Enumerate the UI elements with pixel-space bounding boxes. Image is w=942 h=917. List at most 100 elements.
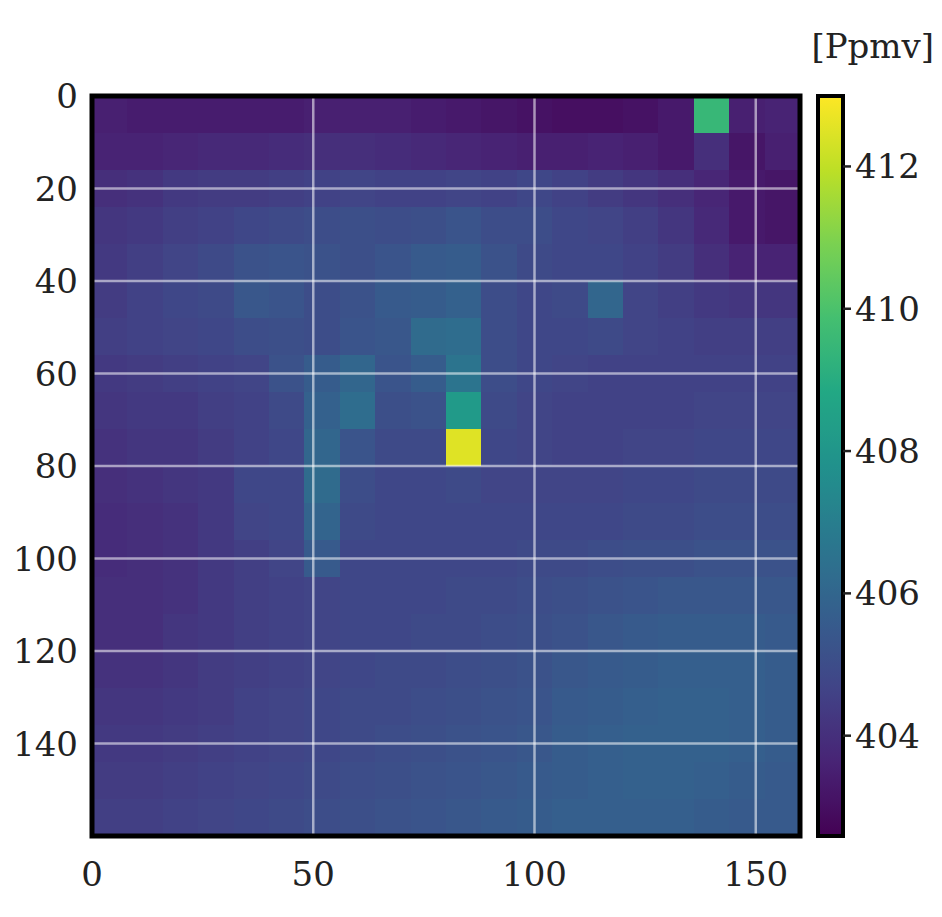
heatmap-cell [658, 244, 694, 282]
heatmap-cell [694, 762, 730, 800]
grid-line-y [92, 742, 800, 745]
heatmap-cell [163, 281, 199, 319]
x-tick-label: 150 [723, 854, 788, 894]
heatmap-cell [304, 392, 340, 430]
heatmap-cell [411, 318, 447, 356]
heatmap-cell [552, 392, 588, 430]
heatmap-cell [588, 207, 624, 245]
heatmap-cell [92, 96, 128, 134]
heatmap-cell [198, 429, 234, 467]
heatmap-cell [92, 466, 128, 504]
heatmap-cell [658, 577, 694, 615]
heatmap-cell [481, 799, 517, 836]
colorbar [818, 96, 843, 836]
heatmap-cell [588, 688, 624, 726]
heatmap-cell [375, 392, 411, 430]
heatmap-cell [481, 392, 517, 430]
grid-line-y [92, 187, 800, 190]
heatmap-cell [234, 799, 270, 836]
heatmap-cell [269, 614, 305, 652]
heatmap-cell [92, 318, 128, 356]
colorbar-tick-label: 410 [855, 289, 920, 329]
heatmap-cell [658, 429, 694, 467]
heatmap-cell [163, 799, 199, 836]
heatmap-cell [198, 392, 234, 430]
heatmap-cell [127, 392, 163, 430]
colorbar-tick-label: 406 [855, 573, 920, 613]
heatmap-cell [304, 318, 340, 356]
heatmap-cell [765, 466, 800, 504]
heatmap-cell [127, 688, 163, 726]
heatmap-cell [411, 133, 447, 171]
heatmap-cell [411, 503, 447, 541]
heatmap-cell [446, 96, 482, 134]
heatmap-cell [411, 799, 447, 836]
heatmap-cell [658, 392, 694, 430]
heatmap-cell [411, 762, 447, 800]
heatmap-cell [234, 688, 270, 726]
heatmap-cell [623, 577, 659, 615]
heatmap-cell [340, 318, 376, 356]
heatmap-cell [765, 133, 800, 171]
heatmap-cell [375, 133, 411, 171]
heatmap-cell [234, 96, 270, 134]
heatmap-cell [552, 429, 588, 467]
colorbar-frame [818, 96, 843, 836]
heatmap-cell [588, 392, 624, 430]
heatmap-cell [694, 651, 730, 689]
heatmap-cell [269, 429, 305, 467]
heatmap-cell [481, 577, 517, 615]
heatmap-cell [552, 799, 588, 836]
heatmap-cell [269, 688, 305, 726]
heatmap-cell [446, 207, 482, 245]
heatmap-cell [411, 577, 447, 615]
heatmap-cell [234, 577, 270, 615]
heatmap-cell [375, 577, 411, 615]
heatmap-cell [375, 429, 411, 467]
heatmap-cell [694, 392, 730, 430]
heatmap-cell [411, 429, 447, 467]
heatmap-cell [588, 614, 624, 652]
heatmap-cell [234, 651, 270, 689]
heatmap-cell [340, 429, 376, 467]
heatmap-cell [658, 207, 694, 245]
heatmap-cell [375, 799, 411, 836]
colorbar-tick [843, 734, 851, 737]
heatmap-cell [588, 762, 624, 800]
heatmap-cell [658, 96, 694, 134]
grid-line-y [92, 650, 800, 653]
heatmap-cell [658, 466, 694, 504]
heatmap-cell [765, 688, 800, 726]
heatmap-cell [198, 466, 234, 504]
heatmap-cell [481, 207, 517, 245]
heatmap-cell [765, 503, 800, 541]
grid-line-y [92, 280, 800, 283]
heatmap-cell [446, 429, 482, 467]
heatmap-cell [92, 577, 128, 615]
heatmap-cell [269, 133, 305, 171]
heatmap-cell [481, 614, 517, 652]
heatmap-cell [588, 466, 624, 504]
heatmap-cell [304, 799, 340, 836]
heatmap-cell [340, 688, 376, 726]
heatmap-cell [552, 96, 588, 134]
heatmap-cell [729, 133, 765, 171]
heatmap-cell [269, 392, 305, 430]
heatmap-cell [481, 466, 517, 504]
heatmap-cell [198, 244, 234, 282]
heatmap-cell [234, 281, 270, 319]
heatmap-cell [411, 96, 447, 134]
heatmap-cell [446, 651, 482, 689]
heatmap-cell [623, 466, 659, 504]
heatmap-cell [269, 762, 305, 800]
heatmap-cell [481, 429, 517, 467]
heatmap-cell [729, 392, 765, 430]
heatmap-cell [446, 762, 482, 800]
plot-frame [92, 96, 800, 836]
heatmap-cell [269, 281, 305, 319]
heatmap-cell [765, 614, 800, 652]
heatmap-cell [198, 281, 234, 319]
heatmap-cell [446, 503, 482, 541]
heatmap-cell [658, 503, 694, 541]
heatmap-cell [623, 281, 659, 319]
